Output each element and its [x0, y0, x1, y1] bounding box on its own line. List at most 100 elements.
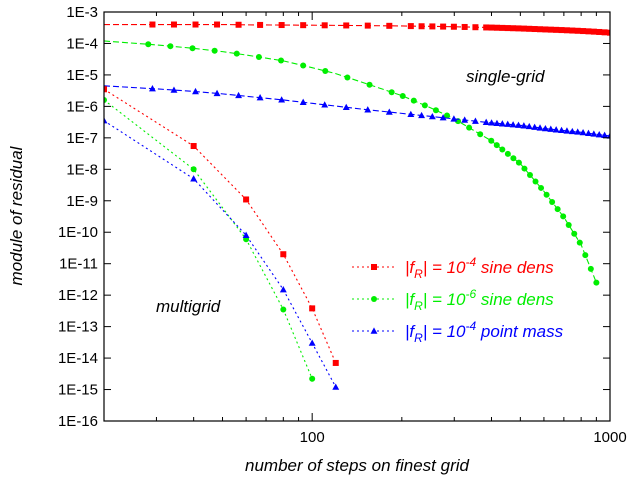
- series-single-grid-2: [104, 85, 610, 139]
- data-point: [364, 22, 371, 29]
- data-point: [189, 45, 196, 52]
- series-multigrid-5: [104, 117, 340, 390]
- data-point: [280, 306, 287, 313]
- data-point: [104, 86, 107, 93]
- x-tick-label: 100: [300, 429, 325, 446]
- data-point: [488, 137, 495, 144]
- data-point: [279, 286, 287, 293]
- data-point: [104, 117, 108, 124]
- data-point: [170, 86, 178, 93]
- data-point: [565, 221, 572, 228]
- series-single-grid-0: [104, 21, 610, 36]
- data-point: [580, 28, 587, 35]
- data-point: [488, 24, 495, 31]
- data-point: [300, 62, 307, 69]
- data-point: [235, 91, 243, 99]
- data-point: [543, 191, 550, 198]
- data-point: [428, 112, 436, 120]
- y-tick-label: 1E-4: [66, 35, 98, 52]
- data-point: [576, 239, 583, 246]
- y-tick-label: 1E-15: [58, 382, 98, 399]
- data-point: [439, 114, 447, 121]
- data-point: [388, 89, 395, 96]
- data-point: [560, 213, 567, 220]
- y-tick-label: 1E-9: [66, 193, 98, 210]
- data-point: [444, 112, 451, 119]
- series-multigrid-4: [104, 96, 316, 382]
- data-point: [308, 339, 316, 346]
- data-point: [520, 122, 528, 129]
- data-point: [343, 22, 350, 29]
- data-point: [552, 126, 560, 133]
- data-point: [450, 115, 458, 122]
- data-point: [482, 118, 490, 125]
- data-point: [300, 22, 307, 29]
- data-point: [606, 132, 610, 139]
- data-point: [399, 92, 406, 99]
- data-point: [493, 24, 500, 31]
- data-point: [418, 111, 426, 119]
- series-line: [104, 23, 610, 34]
- data-point: [148, 85, 156, 92]
- series-layer: [104, 21, 610, 390]
- data-point: [472, 24, 479, 31]
- data-point: [257, 21, 264, 28]
- y-tick-label: 1E-3: [66, 4, 98, 21]
- data-point: [421, 102, 428, 109]
- data-point: [278, 57, 285, 64]
- data-point: [531, 123, 539, 130]
- data-point: [461, 116, 469, 123]
- data-point: [280, 251, 287, 258]
- data-point: [568, 127, 576, 135]
- data-point: [366, 81, 373, 88]
- legend-marker: [371, 296, 377, 302]
- data-point: [386, 22, 393, 29]
- y-tick-label: 1E-12: [58, 287, 98, 304]
- data-point: [418, 23, 425, 30]
- data-point: [601, 131, 609, 138]
- y-tick-label: 1E-6: [66, 98, 98, 115]
- data-point: [585, 129, 592, 136]
- data-point: [582, 252, 589, 259]
- y-tick-label: 1E-7: [66, 130, 98, 147]
- legend-label: |fR| = 10-4 sine dens: [405, 255, 554, 281]
- data-point: [309, 375, 316, 382]
- data-point: [364, 106, 372, 113]
- data-point: [385, 108, 393, 115]
- data-point: [190, 143, 197, 150]
- data-point: [541, 124, 549, 132]
- data-point: [521, 165, 528, 172]
- data-point: [167, 43, 174, 50]
- data-point: [461, 23, 468, 30]
- data-point: [520, 25, 527, 32]
- data-point: [407, 23, 414, 30]
- data-point: [593, 279, 600, 286]
- data-point: [549, 198, 556, 205]
- data-point: [233, 50, 240, 57]
- data-point: [607, 29, 610, 36]
- data-point: [563, 127, 571, 134]
- data-point: [321, 101, 329, 108]
- data-point: [571, 230, 578, 237]
- data-point: [466, 124, 473, 131]
- data-point: [498, 120, 506, 127]
- data-point: [585, 28, 592, 35]
- data-point: [504, 150, 511, 157]
- data-point: [190, 175, 198, 182]
- data-point: [493, 142, 500, 149]
- y-tick-label: 1E-10: [58, 224, 98, 241]
- annotation-multigrid: multigrid: [156, 297, 221, 316]
- series-multigrid-3: [104, 86, 339, 366]
- data-point: [321, 22, 328, 29]
- annotation-single-grid: single-grid: [466, 67, 545, 86]
- legend-item: |fR| = 10-4 sine dens: [352, 255, 554, 281]
- data-point: [344, 74, 351, 81]
- legend-marker: [370, 327, 378, 334]
- data-point: [590, 28, 597, 35]
- data-point: [515, 25, 522, 32]
- y-tick-label: 1E-11: [59, 256, 98, 273]
- series-single-grid-1: [104, 40, 600, 286]
- data-point: [554, 206, 561, 213]
- data-point: [553, 26, 560, 33]
- data-point: [488, 119, 496, 126]
